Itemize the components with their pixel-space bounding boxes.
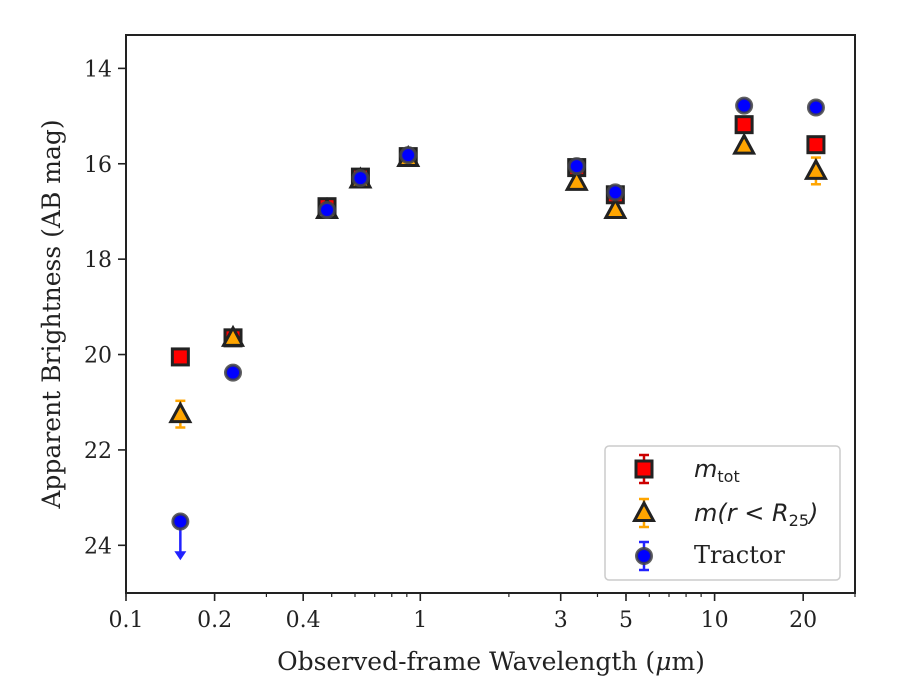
legend-entry-mtot: mtot bbox=[634, 453, 740, 486]
data-point-triangle bbox=[732, 132, 757, 155]
data-point-circle bbox=[806, 98, 825, 117]
x-tick-label: 20 bbox=[789, 608, 817, 633]
y-tick-label: 16 bbox=[84, 153, 112, 178]
data-point-square bbox=[806, 135, 826, 155]
data-point-circle bbox=[351, 169, 370, 188]
legend-marker-circle bbox=[635, 540, 653, 572]
x-tick-label: 5 bbox=[619, 608, 633, 633]
data-point-square bbox=[734, 115, 754, 135]
legend-symbol-triangle bbox=[631, 499, 657, 522]
legend-symbol-square bbox=[634, 459, 654, 479]
data-point-circle bbox=[171, 512, 190, 531]
data-point-triangle bbox=[220, 324, 246, 347]
legend-label-mr25: m(r < R25) bbox=[694, 499, 818, 530]
upper-limit-arrowhead bbox=[174, 551, 187, 561]
data-marks bbox=[168, 96, 828, 561]
data-point-circle bbox=[318, 201, 337, 220]
data-point-triangle bbox=[564, 168, 589, 191]
data-point-circle bbox=[224, 363, 243, 382]
data-point-square bbox=[170, 347, 190, 367]
x-tick-label: 0.2 bbox=[197, 608, 232, 633]
data-point-triangle bbox=[603, 196, 628, 220]
y-tick-label: 18 bbox=[84, 248, 112, 273]
legend-marker-square bbox=[634, 453, 654, 485]
x-tick-label: 10 bbox=[701, 608, 729, 633]
plot-area-frame bbox=[125, 34, 856, 594]
y-tick-label: 22 bbox=[84, 439, 112, 464]
x-tick-label: 0.1 bbox=[109, 608, 144, 633]
data-point-triangle bbox=[803, 157, 828, 180]
x-tick-label: 1 bbox=[413, 608, 427, 633]
y-tick-label: 20 bbox=[84, 344, 112, 369]
legend-entry-tractor: Tractor bbox=[635, 540, 785, 572]
data-point-triangle bbox=[168, 401, 193, 424]
legend: mtot m(r < R25) Tractor bbox=[604, 445, 841, 581]
legend-marker-triangle bbox=[631, 497, 657, 529]
legend-symbol-circle bbox=[635, 547, 653, 565]
x-axis-title: Observed-frame Wavelength (μm) bbox=[277, 647, 705, 676]
legend-label-mtot: mtot bbox=[694, 455, 740, 486]
legend-entry-mr25: m(r < R25) bbox=[631, 497, 818, 530]
data-point-circle bbox=[735, 96, 754, 115]
data-point-circle bbox=[399, 146, 418, 165]
legend-label-tractor: Tractor bbox=[694, 541, 785, 569]
legend-frame bbox=[604, 445, 841, 581]
y-axis-title: Apparent Brightness (AB mag) bbox=[37, 119, 66, 509]
y-tick-label: 24 bbox=[84, 534, 112, 559]
x-tick-label: 3 bbox=[554, 608, 568, 633]
series-tractor bbox=[171, 96, 825, 561]
x-tick-label: 0.4 bbox=[286, 608, 321, 633]
axis-ticks: 0.1 0.2 0.4 1 3 5 10 20 14 16 18 20 22 24 bbox=[84, 57, 856, 633]
y-tick-label: 14 bbox=[84, 57, 112, 82]
data-point-circle bbox=[606, 183, 625, 202]
data-point-circle bbox=[567, 157, 586, 176]
